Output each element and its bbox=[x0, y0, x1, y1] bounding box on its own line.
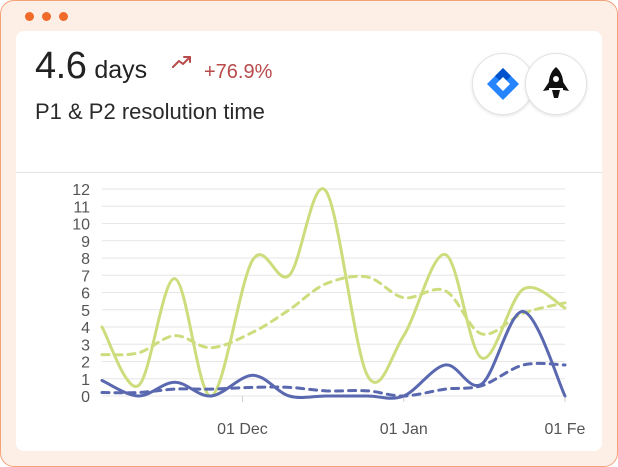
series-line bbox=[100, 309, 567, 400]
y-tick-label: 12 bbox=[72, 182, 90, 199]
window-controls bbox=[25, 12, 68, 21]
trending-up-icon bbox=[172, 56, 191, 68]
header-divider bbox=[16, 172, 602, 173]
series-1-solid bbox=[100, 187, 567, 398]
x-tick-label: 01 Jan bbox=[380, 421, 428, 438]
metric-value: 4.6 bbox=[35, 45, 87, 87]
y-tick-label: 11 bbox=[73, 199, 90, 216]
y-tick-label: 0 bbox=[81, 389, 90, 406]
jira-logo[interactable] bbox=[472, 53, 534, 115]
close-dot-icon[interactable] bbox=[25, 12, 34, 21]
metric-subtitle: P1 & P2 resolution time bbox=[35, 99, 265, 124]
series-line bbox=[100, 361, 567, 398]
y-tick-label: 6 bbox=[81, 286, 90, 303]
metric-unit: days bbox=[94, 56, 148, 84]
x-tick-label: 01 Dec bbox=[217, 421, 268, 438]
y-tick-label: 3 bbox=[81, 337, 90, 354]
series-4-dashed bbox=[100, 361, 567, 398]
x-tick-label: 01 Fe bbox=[545, 421, 586, 438]
y-tick-label: 9 bbox=[81, 234, 90, 251]
series-3-solid bbox=[100, 309, 567, 400]
series-line bbox=[100, 274, 567, 357]
y-tick-label: 7 bbox=[81, 268, 90, 285]
rocket-logo[interactable] bbox=[525, 53, 587, 115]
delta-percentage: +76.9% bbox=[204, 61, 273, 83]
minimize-dot-icon[interactable] bbox=[42, 12, 51, 21]
y-tick-label: 10 bbox=[72, 217, 90, 234]
maximize-dot-icon[interactable] bbox=[59, 12, 68, 21]
series-line bbox=[100, 187, 567, 398]
rocket-icon bbox=[543, 67, 569, 98]
y-tick-label: 5 bbox=[81, 303, 90, 320]
metric-card: 4.6 days +76.9% P1 & P2 resolution time bbox=[16, 31, 602, 451]
metric-headline: 4.6 days bbox=[35, 45, 147, 88]
y-tick-label: 2 bbox=[81, 355, 90, 372]
series-2-dashed bbox=[100, 274, 567, 357]
jira-icon bbox=[487, 68, 519, 100]
y-tick-label: 1 bbox=[81, 372, 90, 389]
y-tick-label: 8 bbox=[81, 251, 90, 268]
y-tick-label: 4 bbox=[81, 320, 90, 337]
